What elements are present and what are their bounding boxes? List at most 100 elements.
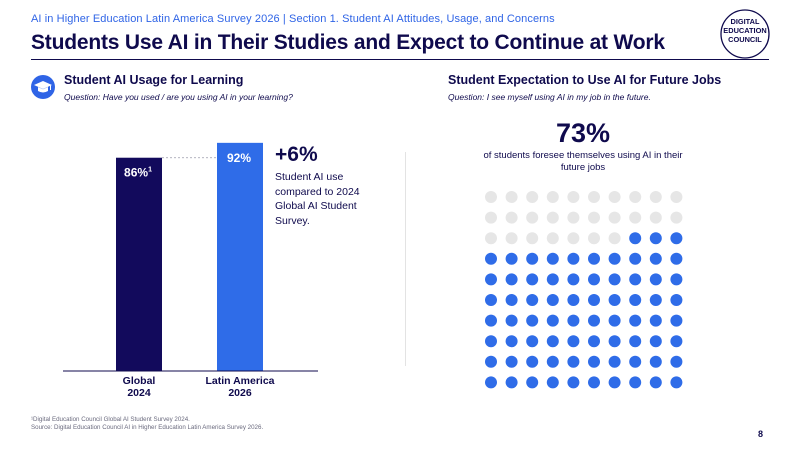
waffle-dot-filled [608,355,621,368]
waffle-dot-filled [505,335,518,348]
waffle-dot-empty [588,232,600,245]
waffle-dot-filled [505,376,518,389]
logo-line-2: EDUCATION [723,26,767,35]
waffle-dot-filled [546,314,559,327]
bar-0 [116,157,162,371]
waffle-dot-filled [485,355,497,368]
waffle-dot-filled [670,376,683,389]
waffle-dot-filled [629,335,642,348]
waffle-dot-empty [567,232,580,245]
waffle-dot-empty [546,211,559,224]
logo-line-1: DIGITAL [730,17,760,26]
waffle-dot-filled [670,314,683,327]
waffle-dot-empty [608,191,621,203]
waffle-dot-filled [567,294,580,306]
waffle-dot-filled [608,294,621,306]
waffle-dot-filled [567,252,580,265]
waffle-dot-filled [505,252,518,265]
waffle-dot-filled [485,273,497,286]
waffle-dot-empty [567,211,580,224]
waffle-dot-empty [649,211,662,224]
waffle-dot-filled [629,376,642,389]
footnotes: ¹Digital Education Council Global AI Stu… [31,416,263,432]
waffle-dot-filled [629,294,642,306]
category-label-1-1: 2026 [228,387,252,399]
page-title: Students Use AI in Their Studies and Exp… [31,31,665,54]
page-number: 8 [758,429,764,439]
waffle-dot-empty [608,232,621,245]
waffle-dot-filled [485,314,497,327]
change-description: Student AI use compared to 2024 Global A… [275,171,360,227]
waffle-dot-filled [505,314,518,327]
expectation-percent: 73% [555,118,611,148]
waffle-dot-filled [546,335,559,348]
waffle-dot-filled [649,314,662,327]
waffle-dot-empty [670,211,683,224]
bar-1 [217,142,263,371]
waffle-dot-empty [485,232,497,245]
waffle-dot-filled [588,252,600,265]
waffle-dot-filled [485,252,497,265]
logo-line-3: COUNCIL [728,35,762,44]
waffle-dot-filled [649,294,662,306]
waffle-dot-empty [588,211,600,224]
waffle-dot-filled [526,314,539,327]
expectation-description: of students foresee themselves using AI … [483,150,683,173]
waffle-dot-filled [505,294,518,306]
waffle-dot-empty [546,232,559,245]
waffle-dot-empty [670,191,683,203]
waffle-dot-empty [505,211,518,224]
waffle-dot-filled [485,294,497,306]
waffle-dot-empty [608,211,621,224]
waffle-dot-filled [588,314,600,327]
bar-label-0: 86%1 [124,166,152,180]
left-panel-heading: Student AI Usage for Learning [64,73,244,87]
waffle-dot-filled [629,252,642,265]
panel-divider [405,152,406,366]
waffle-dot-empty [629,191,642,203]
waffle-dot-filled [608,252,621,265]
waffle-dot-empty [588,191,600,203]
waffle-dot-filled [485,335,497,348]
waffle-dot-filled [629,232,642,245]
waffle-dot-empty [485,191,497,203]
waffle-dot-filled [546,376,559,389]
waffle-dot-filled [649,376,662,389]
waffle-chart [485,191,683,389]
waffle-dot-filled [588,273,600,286]
waffle-dot-filled [526,273,539,286]
waffle-dot-filled [629,355,642,368]
waffle-dot-filled [588,376,600,389]
left-panel-question: Question: Have you used / are you using … [64,92,293,102]
waffle-dot-filled [526,376,539,389]
waffle-dot-empty [505,191,518,203]
waffle-dot-filled [505,273,518,286]
waffle-dot-filled [670,273,683,286]
waffle-dot-empty [546,191,559,203]
waffle-dot-filled [670,294,683,306]
waffle-dot-empty [505,232,518,245]
footnote-source: Source: Digital Education Council AI in … [31,424,264,432]
waffle-dot-filled [546,294,559,306]
waffle-dot-filled [629,314,642,327]
waffle-dot-filled [567,355,580,368]
waffle-dot-filled [485,376,497,389]
waffle-dot-filled [567,273,580,286]
waffle-dot-filled [588,335,600,348]
waffle-dot-filled [649,232,662,245]
waffle-dot-filled [649,355,662,368]
waffle-dot-empty [526,232,539,245]
waffle-dot-filled [567,314,580,327]
category-label-1-0: Latin America [205,375,274,387]
right-panel-question: Question: I see myself using AI in my jo… [448,92,651,102]
waffle-dot-filled [505,355,518,368]
waffle-dot-empty [629,211,642,224]
waffle-dot-filled [670,355,683,368]
waffle-dot-filled [608,335,621,348]
bar-label-1: 92% [227,151,251,165]
waffle-dot-filled [608,376,621,389]
logo-ring-icon [720,9,770,59]
waffle-dot-empty [567,191,580,203]
waffle-dot-filled [608,314,621,327]
waffle-dot-filled [629,273,642,286]
